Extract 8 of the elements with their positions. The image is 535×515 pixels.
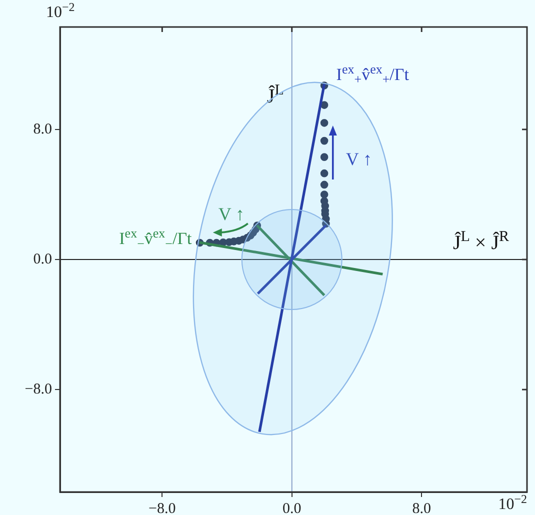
annotation: V ↑	[218, 204, 245, 224]
x-tick-label: −8.0	[148, 500, 176, 515]
y-tick-label: −8.0	[24, 382, 52, 398]
x-tick-label: 8.0	[412, 500, 431, 515]
y-tick-label: 8.0	[33, 121, 52, 138]
annotation: V ↑	[346, 149, 372, 170]
x-tick-label: 0.0	[282, 500, 302, 515]
y-tick-label: 0.0	[33, 251, 52, 268]
